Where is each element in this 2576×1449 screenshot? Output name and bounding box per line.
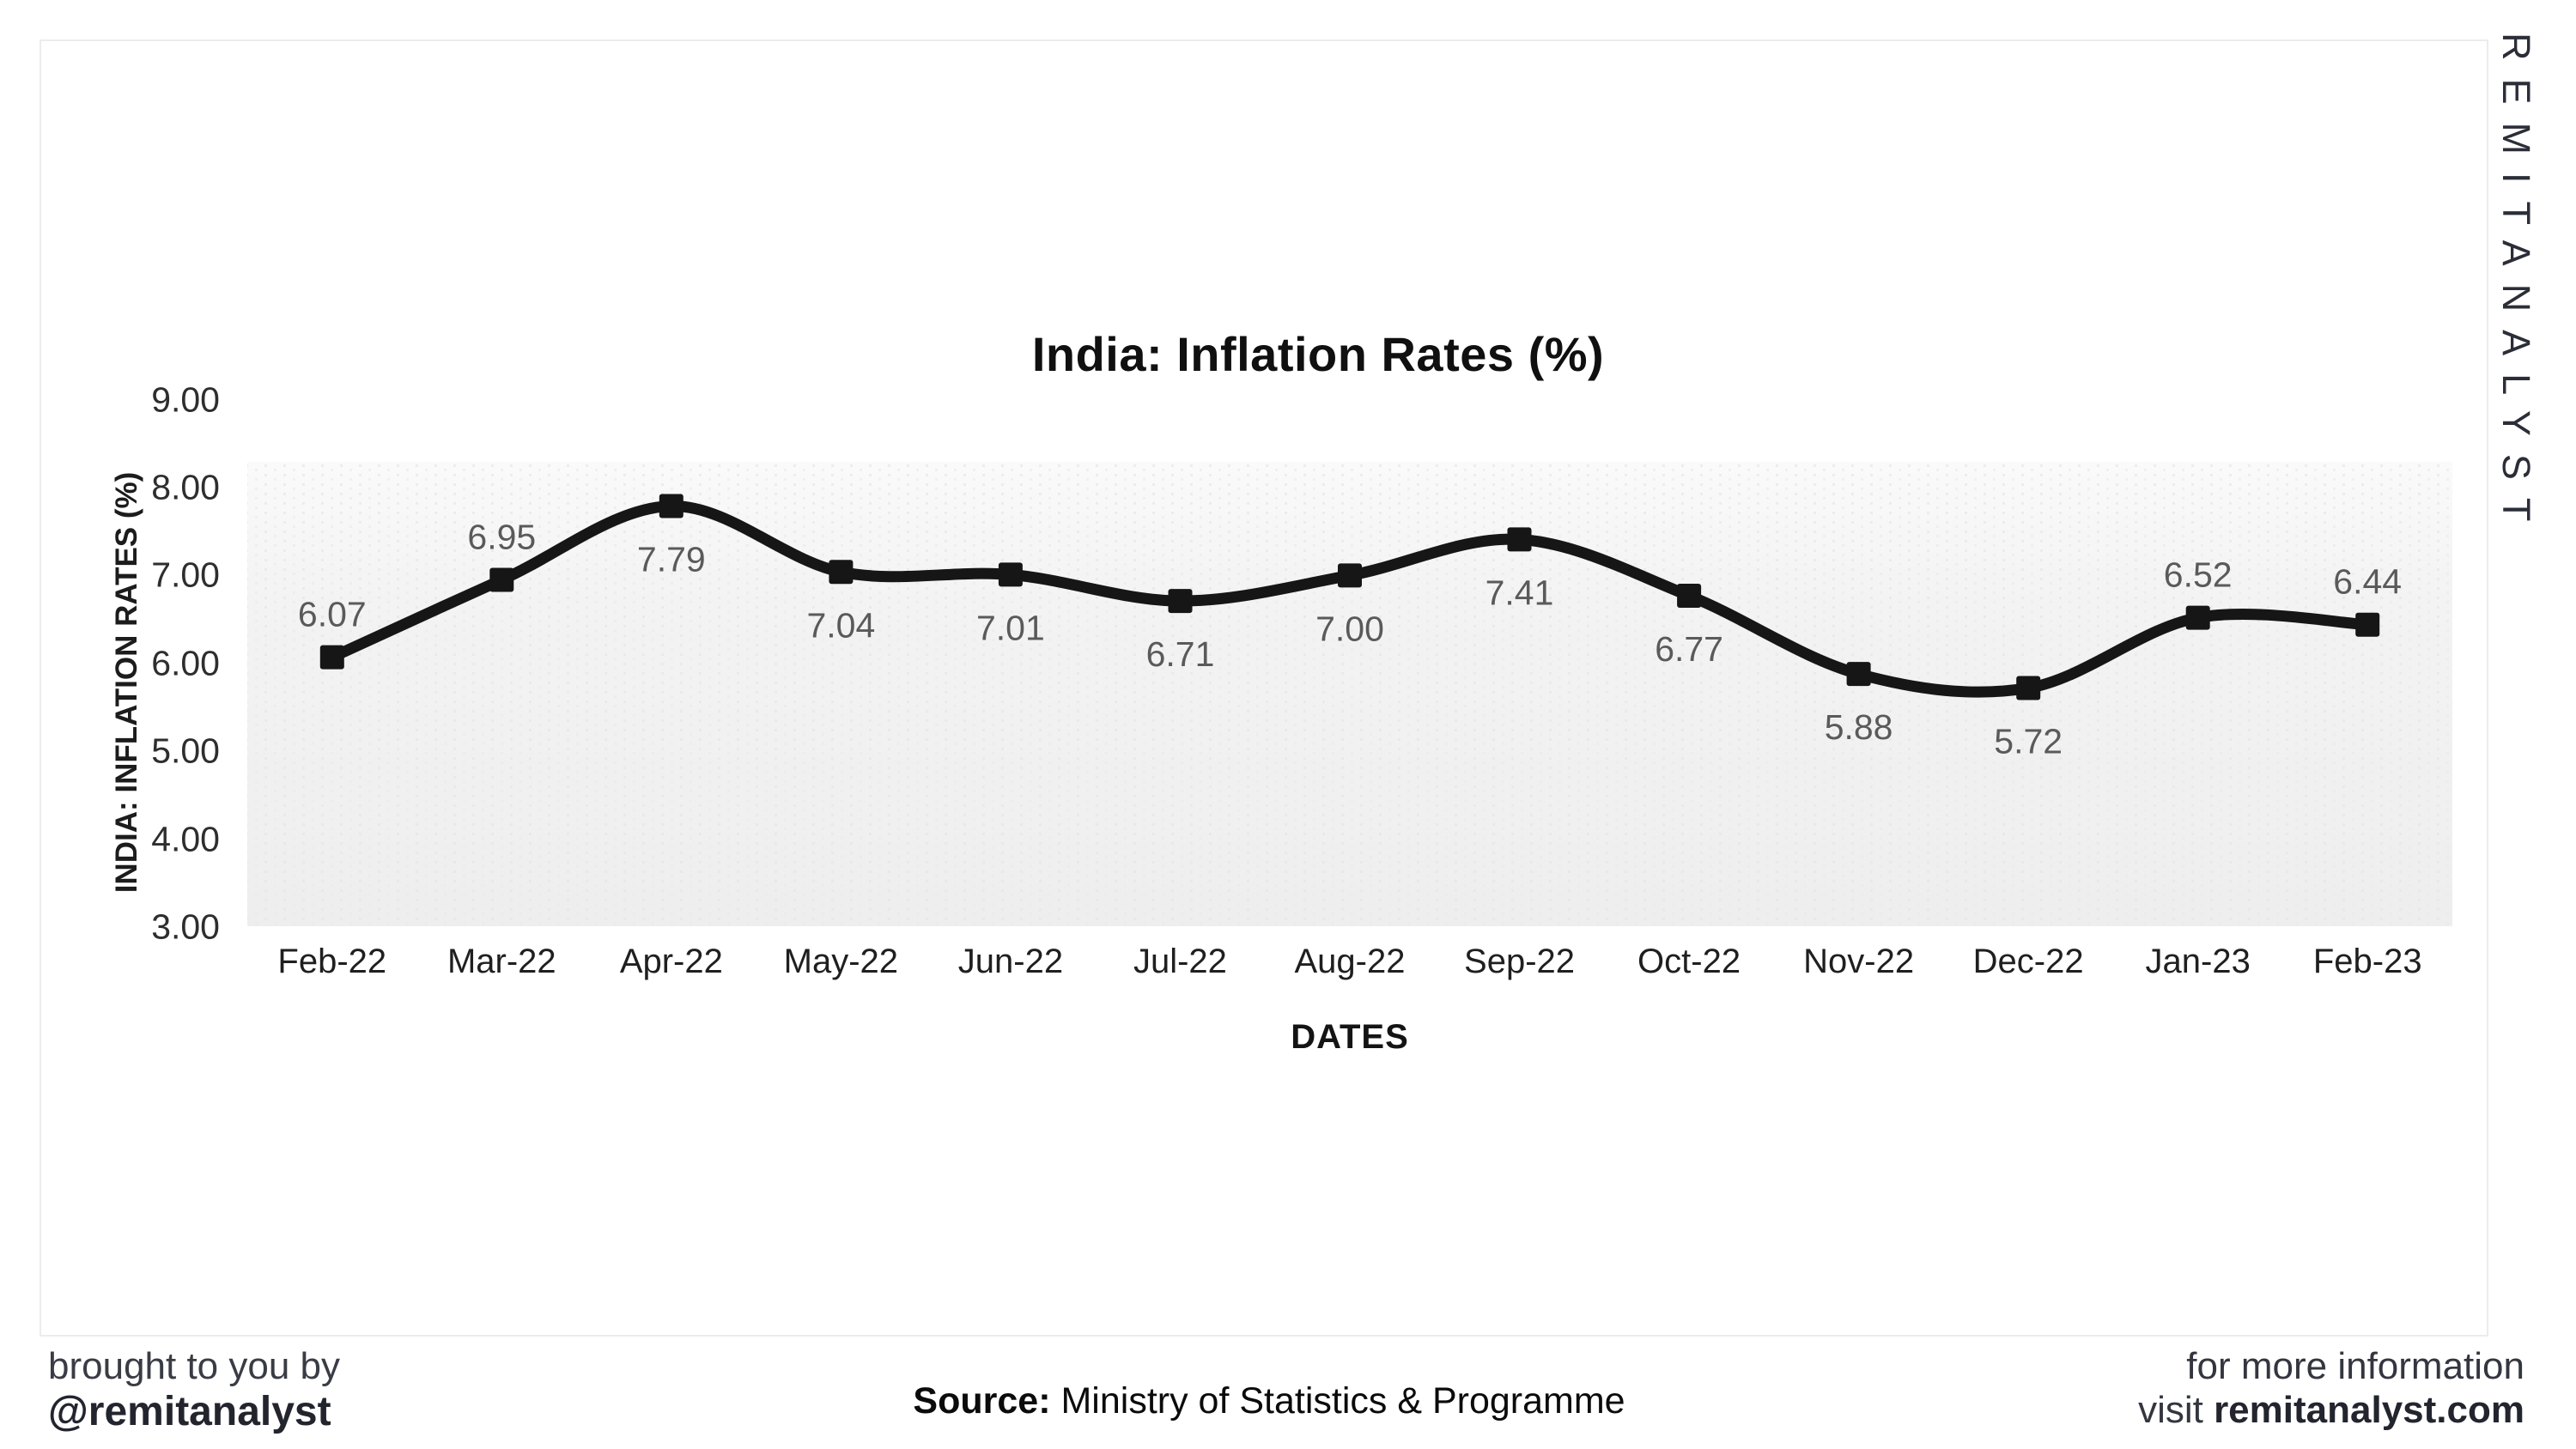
data-point-marker: [319, 645, 344, 670]
data-point-marker: [829, 560, 854, 585]
x-axis-title: DATES: [1291, 1018, 1409, 1056]
footer-attribution: brought to you by @remitanalyst: [48, 1344, 340, 1437]
x-axis-tick-label: Jun-22: [957, 943, 1064, 980]
x-axis-tick-label: May-22: [783, 943, 899, 980]
plot-area-texture: [247, 462, 2452, 926]
visit-prefix: visit: [2138, 1389, 2215, 1432]
x-axis-tick-label: Nov-22: [1803, 943, 1915, 980]
data-point-label: 6.52: [2164, 555, 2233, 595]
footer-attribution-handle: @remitanalyst: [48, 1389, 331, 1435]
x-axis-tick-label: Dec-22: [1972, 943, 2084, 980]
y-axis-tick-label: 9.00: [151, 379, 220, 420]
data-point-label: 7.79: [637, 540, 706, 579]
source-text: Ministry of Statistics & Programme: [1050, 1380, 1625, 1422]
footer-source: Source: Ministry of Statistics & Program…: [840, 1380, 1698, 1422]
y-axis-tick-label: 7.00: [151, 555, 220, 595]
data-point-marker: [2185, 605, 2210, 630]
data-point-marker: [489, 567, 514, 592]
x-axis-tick-label: Jul-22: [1133, 943, 1227, 980]
data-point-marker: [998, 562, 1023, 587]
data-point-label: 7.00: [1315, 609, 1384, 648]
data-point-label: 6.95: [467, 518, 536, 557]
footer-more-info: for more information visit remitanalyst.…: [2138, 1344, 2524, 1433]
x-axis-tick-label: Feb-22: [277, 943, 387, 980]
brand-vertical-watermark: REMITANALYST: [2494, 33, 2538, 540]
x-axis-tick-label: Apr-22: [619, 943, 723, 980]
x-axis-tick-label: Feb-23: [2312, 943, 2422, 980]
data-point-label: 6.44: [2333, 562, 2402, 602]
website-name: remitanalyst.com: [2214, 1389, 2524, 1432]
y-axis-tick-label: 6.00: [151, 643, 220, 683]
footer-more-info-line1: for more information: [2186, 1345, 2524, 1387]
data-point-marker: [1507, 527, 1532, 552]
data-point-label: 6.07: [298, 595, 367, 634]
x-axis-tick-label: Sep-22: [1464, 943, 1576, 980]
data-point-label: 7.04: [806, 605, 875, 645]
y-axis-tick-label: 5.00: [151, 731, 220, 771]
data-point-marker: [2016, 676, 2041, 700]
data-point-label: 7.01: [976, 608, 1045, 647]
data-point-marker: [1846, 662, 1871, 687]
y-axis-tick-label: 4.00: [151, 819, 220, 859]
footer-attribution-line1: brought to you by: [48, 1345, 341, 1387]
data-point-label: 6.77: [1655, 629, 1723, 669]
source-label: Source:: [913, 1380, 1051, 1422]
data-point-marker: [2355, 612, 2380, 637]
data-point-marker: [659, 494, 683, 518]
data-point-marker: [1677, 584, 1702, 608]
y-axis-tick-label: 3.00: [151, 906, 220, 947]
chart-title: India: Inflation Rates (%): [1031, 327, 1605, 381]
x-axis-tick-label: Aug-22: [1294, 943, 1406, 980]
x-axis-tick-label: Jan-23: [2145, 943, 2251, 980]
x-axis-tick-label: Mar-22: [447, 943, 556, 980]
x-axis-tick-label: Oct-22: [1637, 943, 1741, 980]
footer-more-info-line2: visit remitanalyst.com: [2138, 1388, 2524, 1432]
data-point-label: 7.41: [1485, 573, 1554, 612]
y-axis-tick-label: 8.00: [151, 467, 220, 507]
data-point-marker: [1168, 589, 1193, 614]
data-point-label: 5.72: [1994, 722, 2063, 761]
data-point-label: 5.88: [1825, 707, 1893, 747]
data-point-marker: [1338, 563, 1362, 588]
data-point-label: 6.71: [1146, 634, 1215, 674]
